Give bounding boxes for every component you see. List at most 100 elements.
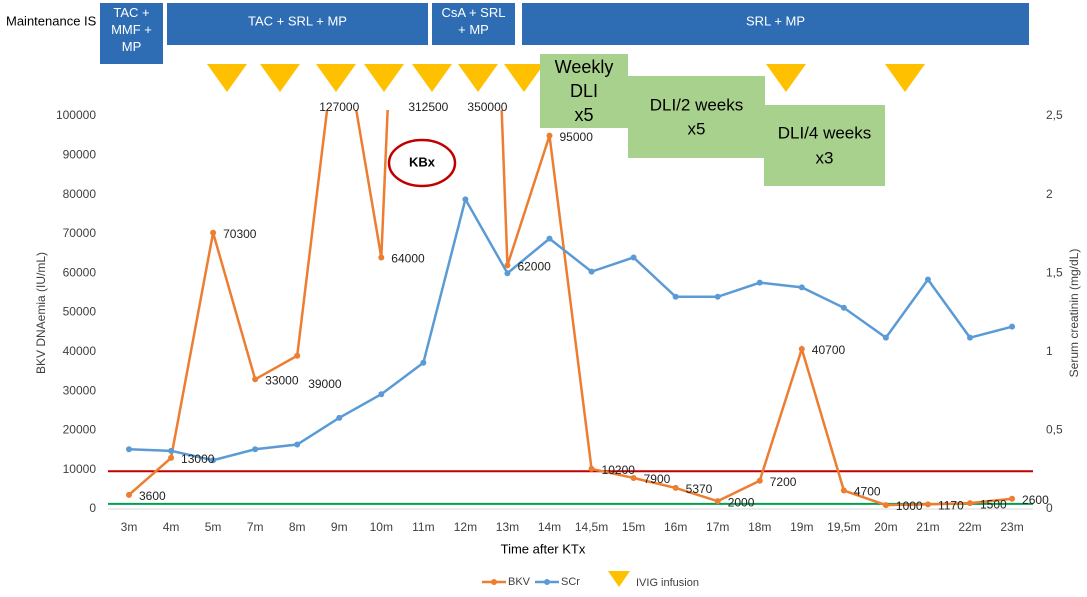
y-tick-label: 10000 [63,462,97,476]
data-label: 95000 [560,130,594,144]
y-tick-label: 70000 [63,226,97,240]
y2-tick-label: 2 [1046,187,1053,201]
x-axis-label: Time after KTx [501,541,586,556]
data-label: 64000 [391,252,425,266]
data-label: 3600 [139,489,166,503]
data-label: 2600 [1022,493,1049,507]
ivig-marker [207,64,247,92]
x-tick-label: 16m [664,520,687,534]
series-point [1009,323,1016,330]
series-point [462,196,469,203]
x-tick-label: 15m [622,520,645,534]
series-point [630,254,637,261]
data-label: 1500 [980,497,1007,511]
series-point [630,474,637,481]
data-label: 39000 [308,377,342,391]
x-tick-label: 14,5m [575,520,608,534]
ivig-marker [885,64,925,92]
data-label: 350000 [467,100,507,114]
dli-label: x5 [574,105,593,125]
x-tick-label: 20m [874,520,897,534]
plot-area [126,110,1016,509]
dli-box [628,76,765,158]
x-tick-label: 12m [454,520,477,534]
maintenance-label: Maintenance IS [6,13,97,28]
series-point [294,352,301,359]
dli-label: DLI/4 weeks [778,123,872,142]
regimen-band [432,3,515,45]
series-point [798,284,805,291]
data-label: 4700 [854,485,881,499]
regimen-label: TAC + SRL + MP [248,13,347,28]
series-point [168,454,175,461]
dli-label: DLI/2 weeks [650,95,744,114]
series-point [210,229,217,236]
data-label: 40700 [812,343,846,357]
y-tick-label: 20000 [63,423,97,437]
series-point [967,500,973,507]
x-tick-label: 19m [790,520,813,534]
y2-tick-label: 1 [1046,344,1053,358]
dli-label: Weekly [555,57,614,77]
dli-label: DLI [570,81,598,101]
series-point [126,491,132,498]
y2-tick-label: 2,5 [1046,108,1063,122]
x-tick-label: 17m [706,520,729,534]
data-label: 33000 [265,373,299,387]
series-point [546,132,553,139]
data-label: 1170 [938,499,964,513]
x-tick-label: 21m [916,520,939,534]
x-tick-label: 14m [538,520,561,534]
ivig-marker [458,64,498,92]
y-tick-label: 0 [89,501,96,515]
series-point [924,501,931,508]
series-point [588,465,595,472]
y-tick-label: 100000 [56,108,96,122]
y-tick-label: 80000 [63,187,97,201]
biopsy-label: KBx [409,154,436,169]
x-tick-label: 9m [331,520,348,534]
series-point [336,414,343,421]
series-point [588,268,595,275]
data-label: 1000 [896,499,923,513]
data-label: 312500 [408,100,448,114]
series-point [378,391,385,398]
series-point [798,346,805,353]
dli-label: x3 [816,148,834,167]
legend-dot [544,579,550,585]
x-tick-label: 10m [370,520,393,534]
y-tick-label: 90000 [63,147,97,161]
series-point [672,293,679,300]
series-point [882,502,889,509]
series-point [378,254,385,261]
y-axis-label: BKV DNAemia (IU/mL) [34,252,48,374]
series-line [128,196,1013,462]
y-tick-label: 60000 [63,265,97,279]
series-point [882,334,889,341]
dli-box [764,105,885,186]
series-point [420,359,427,366]
series-point [504,262,511,269]
legend-ivig [608,571,630,587]
data-label: 13000 [181,452,215,466]
regimen-band [522,3,1029,45]
regimen-label: SRL + MP [746,13,805,28]
series-point [126,446,132,453]
x-tick-label: 7m [247,520,264,534]
x-tick-label: 5m [205,520,222,534]
x-tick-label: 11m [412,520,434,534]
data-label: 127000 [319,100,359,114]
series-point [168,447,175,454]
x-tick-label: 23m [1000,520,1023,534]
data-label: 7200 [770,475,797,489]
series-point [210,457,217,464]
x-tick-label: 4m [163,520,180,534]
series-point [756,279,763,286]
data-label: 62000 [517,260,551,274]
x-tick-label: 22m [958,520,981,534]
x-tick-label: 8m [289,520,306,534]
data-label: 5370 [686,482,713,496]
data-label: 7900 [644,472,671,486]
series-point [840,487,847,494]
